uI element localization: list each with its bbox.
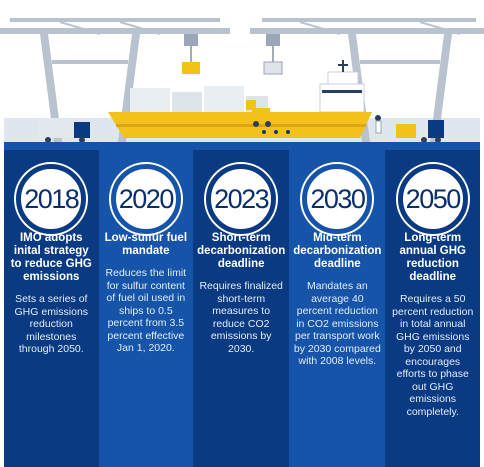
worker-icon <box>375 115 382 134</box>
milestone-description: Mandates an average 40 percent reduction… <box>293 280 381 367</box>
milestone-title: Long-term annual GHG reduction deadline <box>399 232 466 283</box>
milestone-title: Low-sulfur fuel mandate <box>104 232 188 257</box>
milestone-description: Sets a series of GHG emissions reduction… <box>14 293 89 355</box>
milestone-description: Requires finalized short-term measures t… <box>199 280 283 355</box>
milestone-2050: 2050 Long-term annual GHG reduction dead… <box>385 150 480 467</box>
milestone-2030: 2030 Mid-term decarbonization deadline M… <box>289 150 386 467</box>
cargo-ship-icon <box>108 60 372 138</box>
year-badge: 2018 <box>16 164 87 234</box>
timeline-columns: 2018 IMO adopts inital strategy to reduc… <box>4 150 480 467</box>
year-badge: 2023 <box>206 164 277 234</box>
year-badge: 2050 <box>397 164 468 234</box>
container-icon <box>182 62 200 74</box>
milestone-title: Short-term decarbonization deadline <box>197 232 286 270</box>
milestone-2020: 2020 Low-sulfur fuel mandate Reduces the… <box>98 150 194 467</box>
milestone-description: Requires a 50 percent reduction in total… <box>392 293 474 418</box>
milestone-description: Reduces the limit for sulfur content of … <box>105 267 187 354</box>
forklift-icon <box>246 100 271 127</box>
port-illustration <box>0 0 484 160</box>
year-badge: 2020 <box>110 164 181 234</box>
year-badge: 2030 <box>302 164 373 234</box>
truck-icon <box>418 120 444 143</box>
milestone-2023: 2023 Short-term decarbonization deadline… <box>193 150 290 467</box>
milestone-2018: 2018 IMO adopts inital strategy to reduc… <box>4 150 99 467</box>
truck-icon <box>38 118 90 143</box>
milestone-title: IMO adopts inital strategy to reduce GHG… <box>10 232 92 283</box>
container-icon <box>263 61 283 75</box>
milestone-title: Mid-term decarbonization deadline <box>293 232 382 270</box>
container-icon <box>396 124 416 138</box>
